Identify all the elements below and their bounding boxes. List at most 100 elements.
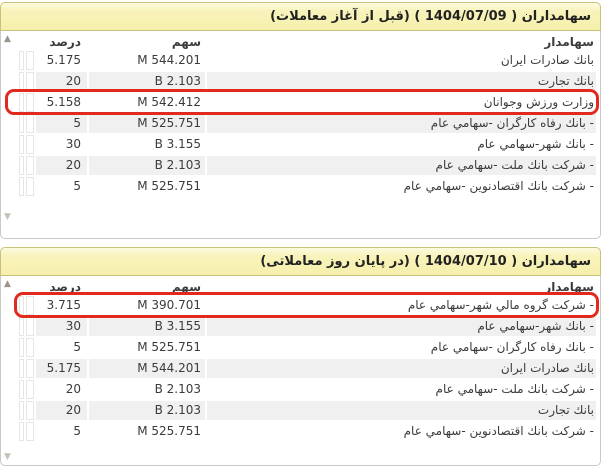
shares-value: 525.751 M [89, 422, 205, 441]
scroll-down-icon[interactable]: ▼ [4, 452, 11, 462]
row-gutter-cell [19, 177, 24, 196]
shares-value: 544.201 M [89, 51, 205, 70]
shareholder-name: - بانك رفاه كارگران -سهامي عام [207, 338, 596, 357]
percent-value: 30 [36, 317, 87, 336]
shareholder-name: - شركت گروه مالي شهر-سهامي عام [207, 296, 596, 315]
table-panel: ▲ ▼ سهامدار سهم درصد بانك صادرات ايران [0, 31, 601, 239]
table-header-row: سهامدار سهم درصد [19, 280, 596, 294]
table-header-row: سهامدار سهم درصد [19, 35, 596, 49]
table-row[interactable]: بانك صادرات ايران 544.201 M 5.175 [19, 51, 596, 70]
row-gutter-cell [19, 422, 24, 441]
table-row[interactable]: بانك تجارت 2.103 B 20 [19, 401, 596, 420]
table-row[interactable]: - شركت بانك اقتصادنوين -سهامي عام 525.75… [19, 422, 596, 441]
shares-value: 542.412 M [89, 93, 205, 112]
shareholder-name: - بانك رفاه كارگران -سهامي عام [207, 114, 596, 133]
percent-value: 5 [36, 114, 87, 133]
shares-value: 3.155 B [89, 317, 205, 336]
shareholder-name: بانك صادرات ايران [207, 359, 596, 378]
row-gutter-cell [19, 72, 24, 91]
row-gutter-cell [19, 135, 24, 154]
table-row[interactable]: - شركت گروه مالي شهر-سهامي عام 390.701 M… [19, 296, 596, 315]
shares-value: 525.751 M [89, 338, 205, 357]
row-gutter-cell [26, 359, 34, 378]
column-header-shareholder[interactable]: سهامدار [544, 35, 594, 49]
table-row[interactable]: بانك صادرات ايران 544.201 M 5.175 [19, 359, 596, 378]
row-gutter-cell [26, 338, 34, 357]
column-header-shares[interactable]: سهم [171, 280, 201, 294]
table-row[interactable]: - بانك شهر-سهامي عام 3.155 B 30 [19, 317, 596, 336]
table-row[interactable]: - بانك رفاه كارگران -سهامي عام 525.751 M… [19, 338, 596, 357]
shareholder-name: - شركت بانك اقتصادنوين -سهامي عام [207, 177, 596, 196]
table-row[interactable]: بانك تجارت 2.103 B 20 [19, 72, 596, 91]
scroll-up-icon[interactable]: ▲ [4, 34, 11, 44]
percent-value: 20 [36, 156, 87, 175]
percent-value: 5.175 [36, 359, 87, 378]
row-gutter-cell [19, 401, 24, 420]
row-gutter-cell [26, 317, 34, 336]
column-header-shareholder[interactable]: سهامدار [544, 280, 594, 294]
row-gutter-cell [26, 51, 34, 70]
shareholder-name: - بانك شهر-سهامي عام [207, 135, 596, 154]
shares-value: 2.103 B [89, 72, 205, 91]
row-gutter-cell [19, 296, 24, 315]
row-gutter-cell [19, 51, 24, 70]
shares-value: 2.103 B [89, 156, 205, 175]
section-title: سهامداران ( 1404/07/10 ) (در پایان روز م… [260, 254, 591, 269]
row-gutter-cell [19, 338, 24, 357]
shareholder-name: بانك صادرات ايران [207, 51, 596, 70]
table-row[interactable]: - بانك رفاه كارگران -سهامي عام 525.751 M… [19, 114, 596, 133]
percent-value: 20 [36, 380, 87, 399]
scrollbar-gutter [26, 280, 34, 294]
row-gutter-cell [26, 135, 34, 154]
row-gutter-cell [26, 177, 34, 196]
row-gutter-cell [19, 93, 24, 112]
shareholder-name: وزارت ورزش وجوانان [207, 93, 596, 112]
shareholder-name: - شركت بانك اقتصادنوين -سهامي عام [207, 422, 596, 441]
shares-value: 3.155 B [89, 135, 205, 154]
scrollbar-gutter [19, 280, 24, 294]
scrollbar-gutter [26, 35, 34, 49]
row-gutter-cell [26, 72, 34, 91]
scroll-down-icon[interactable]: ▼ [4, 212, 11, 222]
table-row[interactable]: وزارت ورزش وجوانان 542.412 M 5.158 [19, 93, 596, 112]
section-title-bar: سهامداران ( 1404/07/10 ) (در پایان روز م… [0, 247, 601, 276]
percent-value: 5.175 [36, 51, 87, 70]
table-row[interactable]: - شركت بانك ملت -سهامي عام 2.103 B 20 [19, 380, 596, 399]
shareholder-name: - شركت بانك ملت -سهامي عام [207, 380, 596, 399]
column-header-percent[interactable]: درصد [49, 280, 81, 294]
shareholder-name: بانك تجارت [207, 401, 596, 420]
row-gutter-cell [19, 380, 24, 399]
column-header-percent[interactable]: درصد [49, 35, 81, 49]
shares-value: 525.751 M [89, 177, 205, 196]
row-gutter-cell [26, 296, 34, 315]
shareholder-name: بانك تجارت [207, 72, 596, 91]
row-gutter-cell [19, 359, 24, 378]
scrollbar-gutter [19, 35, 24, 49]
table-row[interactable]: - بانك شهر-سهامي عام 3.155 B 30 [19, 135, 596, 154]
section-title-bar: سهامداران ( 1404/07/09 ) (قبل از آغاز مع… [0, 2, 601, 31]
shares-value: 390.701 M [89, 296, 205, 315]
section-title: سهامداران ( 1404/07/09 ) (قبل از آغاز مع… [270, 9, 591, 24]
percent-value: 30 [36, 135, 87, 154]
row-gutter-cell [19, 317, 24, 336]
scroll-up-icon[interactable]: ▲ [4, 279, 11, 289]
shares-value: 544.201 M [89, 359, 205, 378]
percent-value: 20 [36, 72, 87, 91]
column-header-shares[interactable]: سهم [171, 35, 201, 49]
shareholders-section: سهامداران ( 1404/07/10 ) (در پایان روز م… [0, 247, 601, 466]
table-row[interactable]: - شركت بانك ملت -سهامي عام 2.103 B 20 [19, 156, 596, 175]
row-gutter-cell [19, 156, 24, 175]
row-gutter-cell [19, 114, 24, 133]
percent-value: 5 [36, 338, 87, 357]
table-row[interactable]: - شركت بانك اقتصادنوين -سهامي عام 525.75… [19, 177, 596, 196]
shareholders-section: سهامداران ( 1404/07/09 ) (قبل از آغاز مع… [0, 2, 601, 239]
table-panel: ▲ ▼ سهامدار سهم درصد - شركت گروه مالي شه… [0, 276, 601, 466]
percent-value: 5 [36, 422, 87, 441]
row-gutter-cell [26, 156, 34, 175]
row-gutter-cell [26, 422, 34, 441]
shares-value: 2.103 B [89, 401, 205, 420]
shareholder-name: - بانك شهر-سهامي عام [207, 317, 596, 336]
row-gutter-cell [26, 114, 34, 133]
shareholders-table: سهامدار سهم درصد بانك صادرات ايران 544.2… [17, 33, 598, 198]
